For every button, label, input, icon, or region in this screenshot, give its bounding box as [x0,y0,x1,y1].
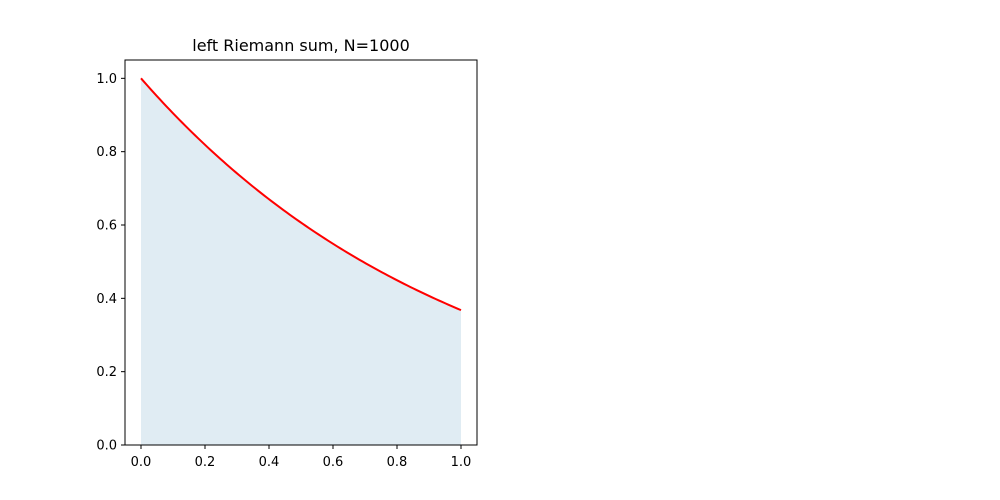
y-tick-label: 1.0 [96,72,117,87]
x-axis: 0.0 0.2 0.4 0.6 0.8 1.0 [131,445,472,470]
chart-title: left Riemann sum, N=1000 [192,36,410,55]
y-tick-label: 0.4 [96,292,117,307]
x-tick-label: 0.4 [259,455,280,470]
x-tick-label: 0.6 [323,455,344,470]
axes-frame [124,59,478,446]
x-tick-label: 0.0 [131,455,152,470]
y-tick-label: 0.6 [96,219,117,234]
y-tick-label: 0.0 [96,439,117,454]
x-tick-label: 0.8 [387,455,408,470]
y-tick-label: 0.2 [96,365,117,380]
y-axis: 0.0 0.2 0.4 0.6 0.8 1.0 [96,72,125,454]
plot-area: 0.0 0.2 0.4 0.6 0.8 1.0 0.0 0.2 0.4 0.6 0.8 1.0 [96,59,478,470]
x-tick-label: 0.2 [195,455,216,470]
function-curve [140,77,462,312]
y-tick-label: 0.8 [96,145,117,160]
riemann-sum-area [141,78,461,445]
x-tick-label: 1.0 [451,455,472,470]
